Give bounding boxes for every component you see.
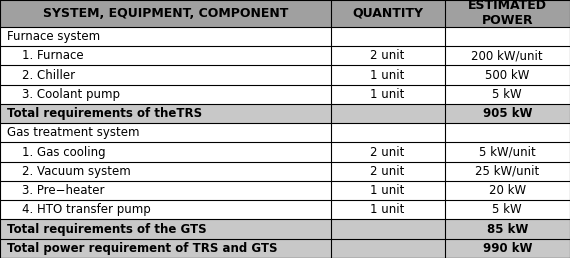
Text: 500 kW: 500 kW bbox=[485, 69, 530, 82]
Text: 1 unit: 1 unit bbox=[370, 184, 405, 197]
Text: 2 unit: 2 unit bbox=[370, 146, 405, 159]
Bar bbox=[0, 239, 570, 258]
Text: 1. Furnace: 1. Furnace bbox=[7, 49, 83, 62]
Text: 1 unit: 1 unit bbox=[370, 88, 405, 101]
Text: 85 kW: 85 kW bbox=[487, 223, 528, 236]
Text: 3. Pre−heater: 3. Pre−heater bbox=[7, 184, 104, 197]
Bar bbox=[0, 123, 570, 142]
Text: 2 unit: 2 unit bbox=[370, 165, 405, 178]
Text: 905 kW: 905 kW bbox=[483, 107, 532, 120]
Text: 5 kW/unit: 5 kW/unit bbox=[479, 146, 536, 159]
Text: 990 kW: 990 kW bbox=[483, 242, 532, 255]
Text: 4. HTO transfer pump: 4. HTO transfer pump bbox=[7, 203, 150, 216]
Text: 1 unit: 1 unit bbox=[370, 203, 405, 216]
Text: Gas treatment system: Gas treatment system bbox=[7, 126, 139, 139]
Text: 1 unit: 1 unit bbox=[370, 69, 405, 82]
Text: Total requirements of theTRS: Total requirements of theTRS bbox=[7, 107, 202, 120]
Text: 1. Gas cooling: 1. Gas cooling bbox=[7, 146, 105, 159]
Text: 5 kW: 5 kW bbox=[492, 203, 522, 216]
Text: 2. Chiller: 2. Chiller bbox=[7, 69, 75, 82]
Bar bbox=[0, 66, 570, 85]
Text: 5 kW: 5 kW bbox=[492, 88, 522, 101]
Bar bbox=[0, 142, 570, 162]
Text: SYSTEM, EQUIPMENT, COMPONENT: SYSTEM, EQUIPMENT, COMPONENT bbox=[43, 7, 288, 20]
Text: QUANTITY: QUANTITY bbox=[352, 7, 423, 20]
Bar bbox=[0, 104, 570, 123]
Text: 200 kW/unit: 200 kW/unit bbox=[471, 49, 543, 62]
Text: 3. Coolant pump: 3. Coolant pump bbox=[7, 88, 120, 101]
Bar bbox=[0, 27, 570, 46]
Text: 2 unit: 2 unit bbox=[370, 49, 405, 62]
Bar bbox=[0, 220, 570, 239]
Text: Total power requirement of TRS and GTS: Total power requirement of TRS and GTS bbox=[7, 242, 278, 255]
Text: 25 kW/unit: 25 kW/unit bbox=[475, 165, 539, 178]
Text: 2. Vacuum system: 2. Vacuum system bbox=[7, 165, 131, 178]
Text: Furnace system: Furnace system bbox=[7, 30, 100, 43]
Text: ESTIMATED
POWER: ESTIMATED POWER bbox=[468, 0, 547, 28]
Text: 20 kW: 20 kW bbox=[488, 184, 526, 197]
Bar bbox=[0, 162, 570, 181]
Text: Total requirements of the GTS: Total requirements of the GTS bbox=[7, 223, 206, 236]
Bar bbox=[0, 181, 570, 200]
Bar bbox=[0, 200, 570, 220]
Bar bbox=[0, 85, 570, 104]
Bar bbox=[0, 46, 570, 66]
Bar bbox=[0, 0, 570, 27]
